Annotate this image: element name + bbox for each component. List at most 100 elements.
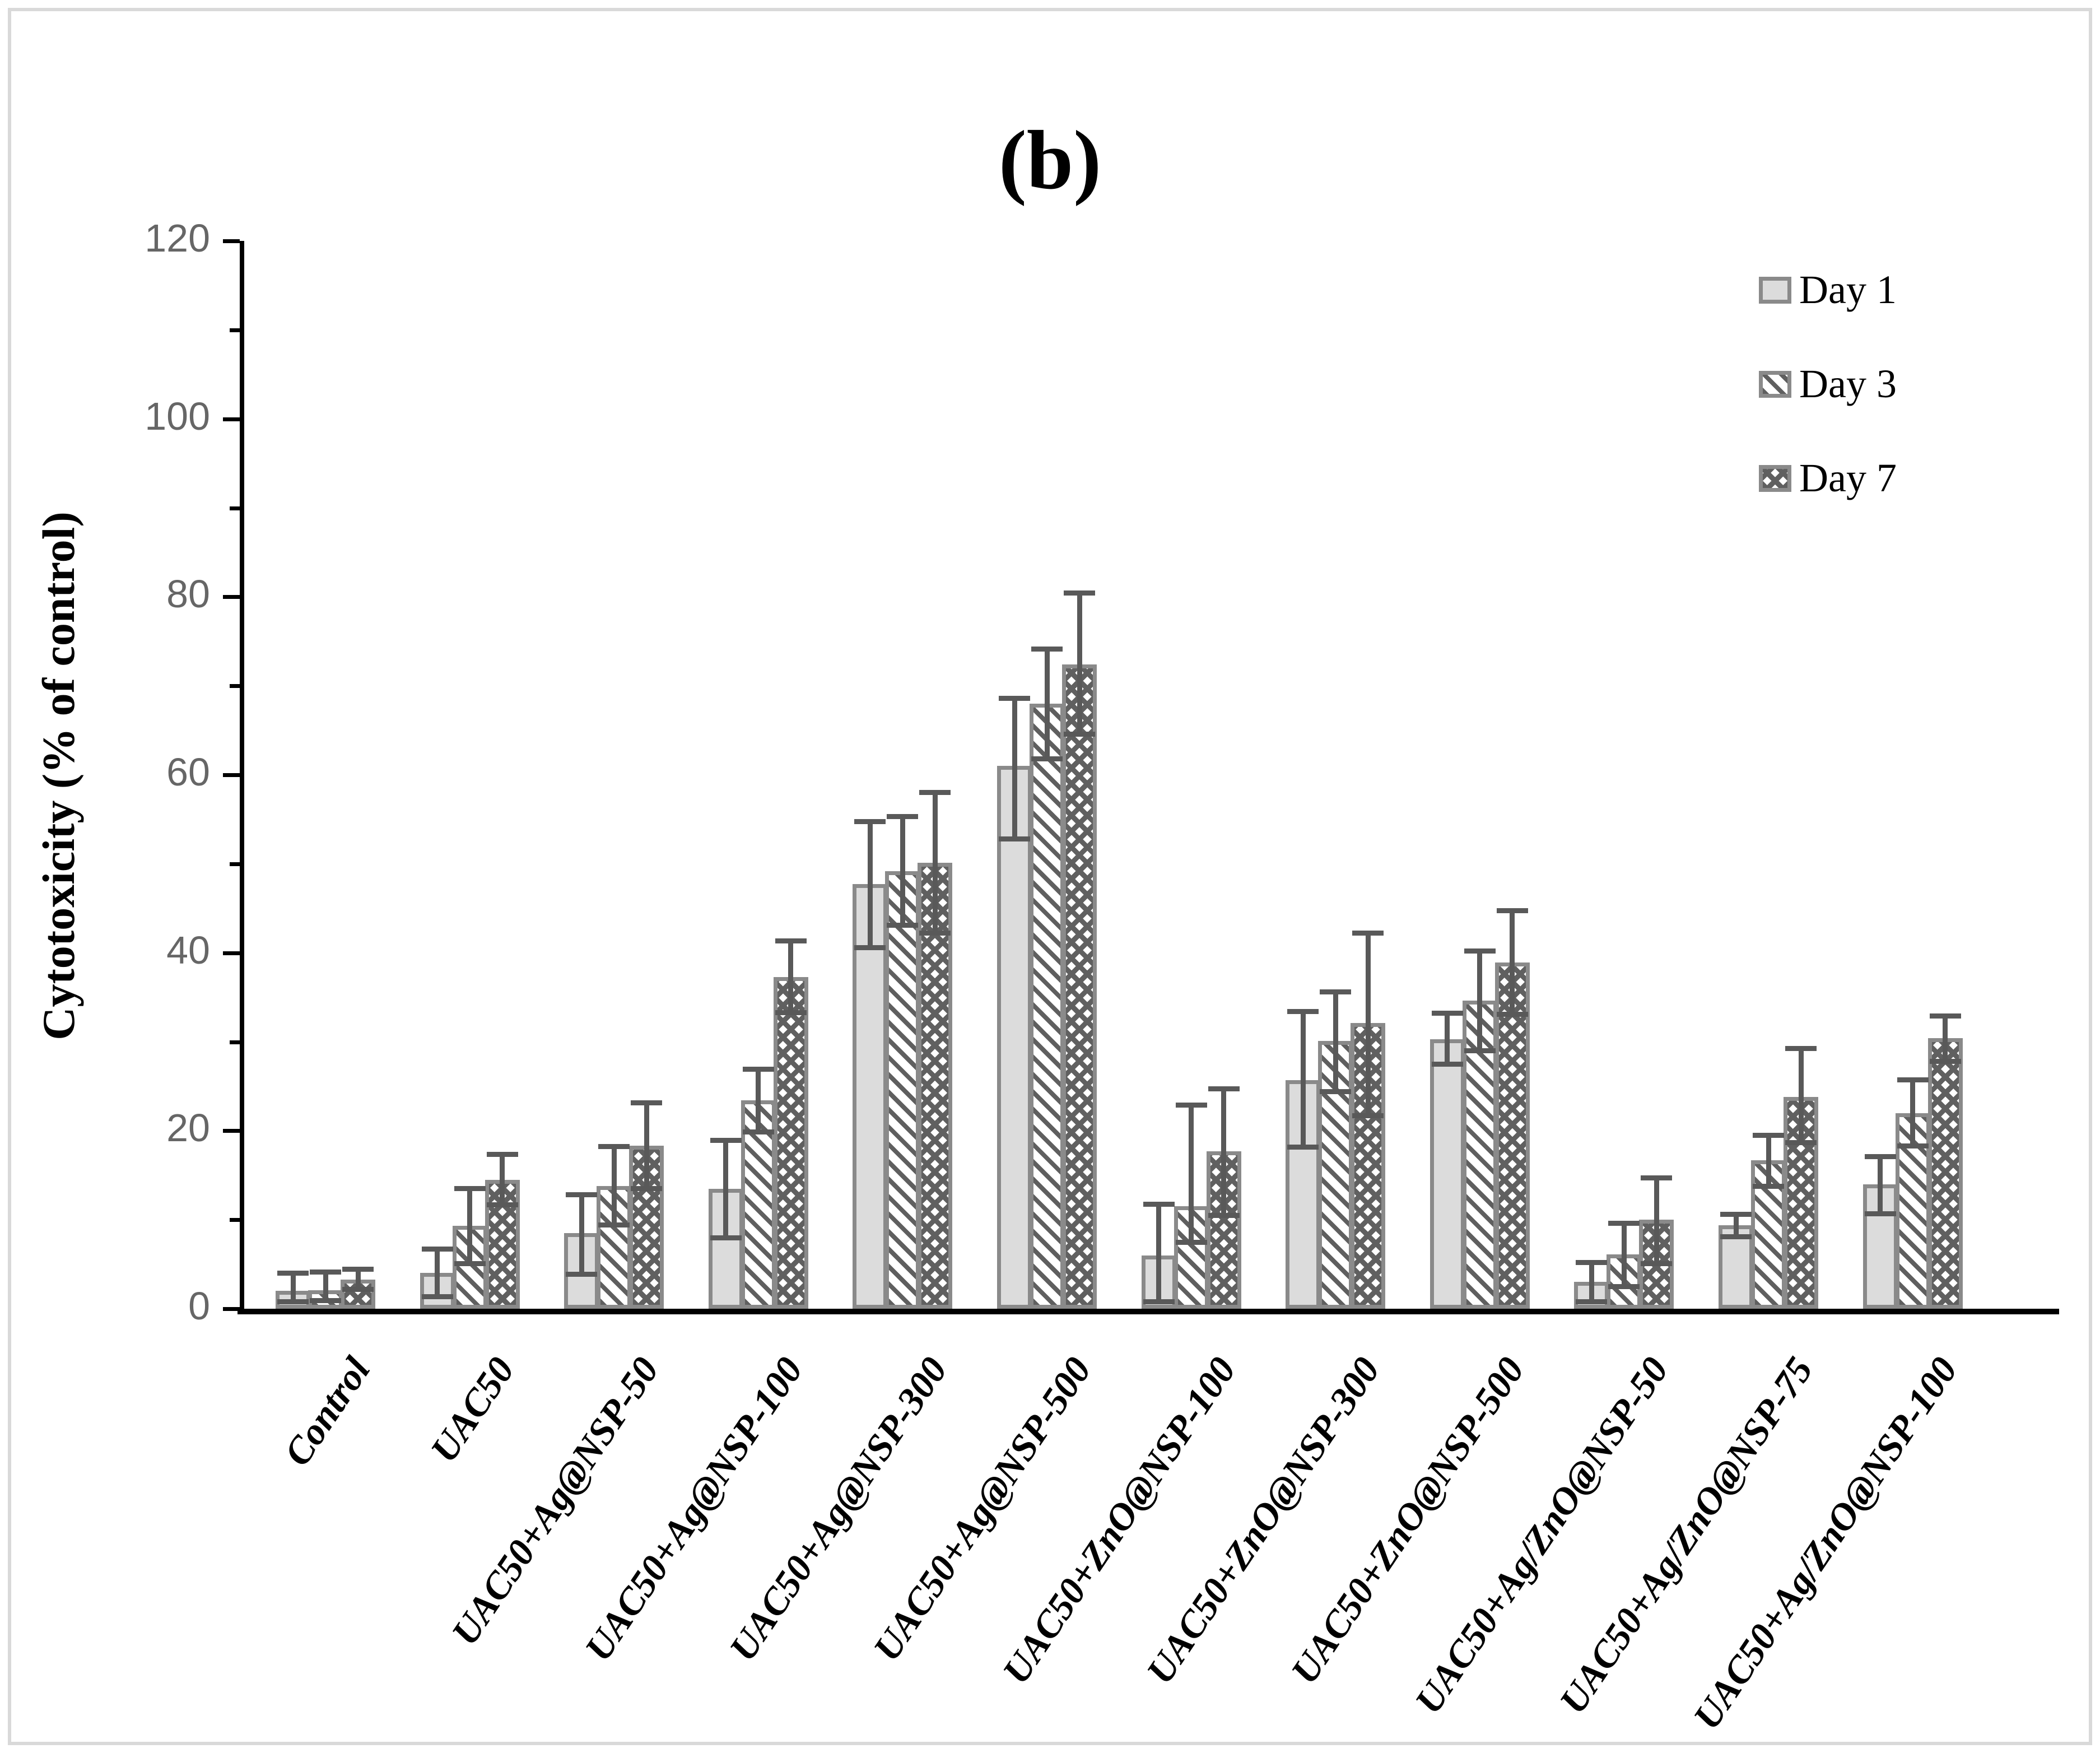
- error-bar: [723, 1138, 729, 1240]
- y-major-tick: [223, 1307, 240, 1311]
- error-bar: [1878, 1154, 1883, 1216]
- error-bar: [500, 1152, 505, 1207]
- y-tick-label: 60: [166, 750, 210, 794]
- y-major-tick: [223, 239, 240, 243]
- error-bar-cap-bottom: [887, 923, 919, 928]
- error-bar-cap-top: [854, 819, 886, 825]
- figure-border: [8, 8, 2092, 1745]
- error-bar-cap-bottom: [1208, 1212, 1240, 1218]
- error-bar-cap-bottom: [566, 1271, 598, 1277]
- error-bar-cap-bottom: [1031, 756, 1063, 762]
- bar: [1430, 1039, 1465, 1309]
- error-bar: [290, 1270, 296, 1305]
- error-bar-cap-bottom: [1929, 1059, 1961, 1064]
- error-bar-cap-top: [421, 1246, 453, 1252]
- error-bar: [644, 1100, 649, 1192]
- error-bar-cap-bottom: [1641, 1261, 1673, 1266]
- y-tick-label: 20: [166, 1106, 210, 1150]
- error-bar-cap-bottom: [1864, 1211, 1896, 1216]
- bar: [629, 1146, 664, 1309]
- error-bar: [1621, 1220, 1627, 1290]
- error-bar-cap-top: [1753, 1132, 1784, 1138]
- y-major-tick: [223, 773, 240, 777]
- error-bar-cap-top: [566, 1192, 598, 1197]
- error-bar-cap-top: [919, 790, 951, 795]
- error-bar-cap-top: [598, 1144, 630, 1150]
- error-bar-cap-bottom: [1175, 1239, 1207, 1245]
- error-bar: [1221, 1086, 1227, 1218]
- error-bar-cap-bottom: [598, 1222, 630, 1228]
- error-bar-cap-bottom: [999, 836, 1030, 842]
- error-bar-cap-top: [1720, 1211, 1752, 1217]
- error-bar: [611, 1144, 617, 1228]
- error-bar-cap-top: [775, 938, 807, 944]
- error-bar-cap-bottom: [1464, 1048, 1496, 1054]
- error-bar: [1733, 1211, 1739, 1240]
- error-bar-cap-top: [1208, 1086, 1240, 1091]
- error-bar: [467, 1185, 473, 1266]
- error-bar-cap-top: [277, 1270, 309, 1276]
- error-bar: [1445, 1010, 1450, 1067]
- error-bar-cap-top: [710, 1138, 742, 1143]
- bar: [1062, 664, 1097, 1309]
- y-major-tick: [223, 1129, 240, 1133]
- error-bar: [1589, 1259, 1594, 1305]
- error-bar-cap-bottom: [1320, 1089, 1352, 1095]
- x-axis-line: [238, 1309, 2059, 1314]
- error-bar-cap-top: [1496, 908, 1528, 914]
- error-bar-cap-top: [1143, 1202, 1175, 1207]
- y-major-tick: [223, 417, 240, 421]
- error-bar: [1044, 647, 1050, 762]
- error-bar: [323, 1270, 328, 1304]
- legend-label: Day 3: [1799, 361, 1897, 406]
- error-bar-cap-bottom: [342, 1286, 374, 1292]
- error-bar: [1477, 948, 1483, 1054]
- error-bar-cap-top: [1464, 948, 1496, 954]
- error-bar-cap-top: [1929, 1013, 1961, 1019]
- error-bar: [1333, 989, 1338, 1095]
- y-minor-tick: [230, 862, 240, 866]
- bar: [997, 766, 1032, 1309]
- error-bar: [1300, 1008, 1306, 1150]
- error-bar-cap-bottom: [277, 1299, 309, 1305]
- error-bar-cap-bottom: [1352, 1113, 1384, 1119]
- error-bar-cap-top: [342, 1267, 374, 1272]
- error-bar-cap-bottom: [486, 1202, 518, 1207]
- y-axis-title: Cytotoxicity (% of control): [33, 512, 84, 1040]
- y-minor-tick: [230, 1218, 240, 1222]
- error-bar-cap-bottom: [1431, 1061, 1463, 1067]
- error-bar-cap-bottom: [1143, 1299, 1175, 1305]
- error-bar-cap-top: [1641, 1175, 1673, 1180]
- error-bar: [1077, 590, 1082, 737]
- error-bar-cap-bottom: [1753, 1183, 1784, 1189]
- legend-label: Day 7: [1799, 455, 1897, 500]
- error-bar-cap-top: [310, 1270, 341, 1275]
- bar: [1494, 962, 1530, 1309]
- error-bar-cap-bottom: [1897, 1143, 1929, 1149]
- error-bar-cap-top: [999, 695, 1030, 701]
- error-bar-cap-top: [1608, 1220, 1640, 1226]
- legend-swatch: [1759, 464, 1791, 492]
- y-tick-label: 40: [166, 928, 210, 972]
- y-minor-tick: [230, 1040, 240, 1044]
- error-bar-cap-top: [1031, 647, 1063, 652]
- panel-title: (b): [998, 114, 1102, 207]
- error-bar-cap-top: [1352, 930, 1384, 936]
- error-bar: [435, 1246, 440, 1299]
- error-bar-cap-bottom: [1576, 1299, 1608, 1305]
- y-major-tick: [223, 951, 240, 955]
- y-tick-label: 80: [166, 572, 210, 616]
- error-bar-cap-top: [742, 1066, 774, 1072]
- legend-label: Day 1: [1799, 267, 1897, 312]
- error-bar-cap-bottom: [1608, 1284, 1640, 1290]
- error-bar-cap-bottom: [1287, 1144, 1319, 1150]
- error-bar-cap-top: [1576, 1259, 1608, 1265]
- error-bar: [1943, 1013, 1948, 1064]
- error-bar-cap-top: [631, 1100, 663, 1106]
- error-bar: [1766, 1132, 1771, 1189]
- error-bar-cap-bottom: [1064, 731, 1095, 737]
- error-bar-cap-bottom: [454, 1261, 486, 1266]
- error-bar-cap-top: [1175, 1102, 1207, 1108]
- y-minor-tick: [230, 328, 240, 332]
- error-bar-cap-top: [1287, 1008, 1319, 1014]
